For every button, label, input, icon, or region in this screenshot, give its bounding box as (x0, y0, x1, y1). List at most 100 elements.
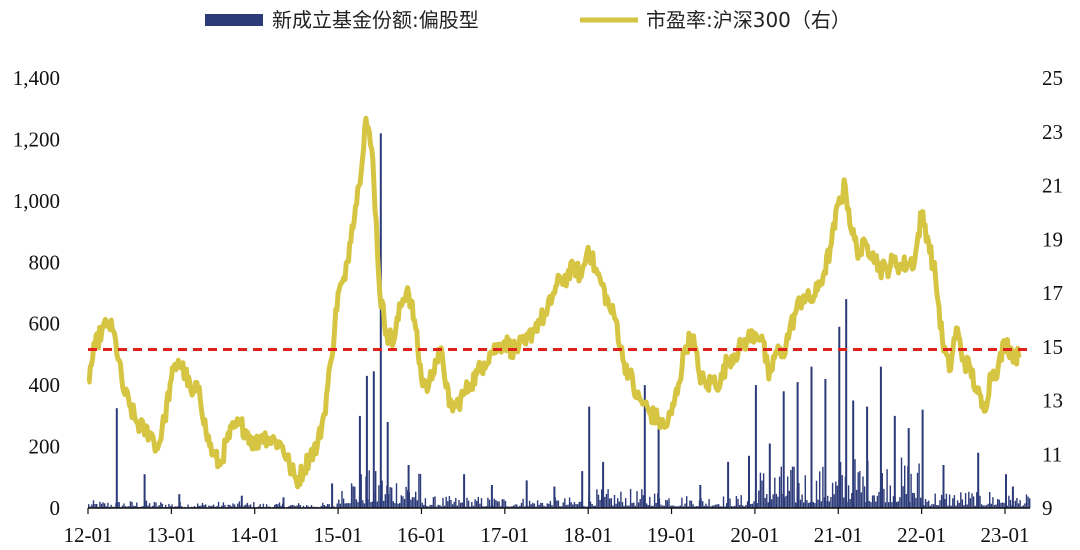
fund-bar-spike (372, 371, 375, 508)
fund-bar (896, 501, 898, 508)
fund-bar (482, 506, 484, 508)
fund-bar (506, 506, 508, 508)
fund-bar (363, 503, 366, 508)
fund-bar (788, 490, 790, 508)
fund-bar (296, 505, 298, 508)
fund-bar (92, 500, 95, 508)
fund-bar (1025, 494, 1028, 508)
fund-bar (577, 504, 579, 508)
fund-bar (140, 506, 143, 508)
fund-bar (397, 503, 399, 508)
fund-bar (855, 489, 858, 508)
fund-bar (434, 496, 436, 508)
fund-bar (176, 506, 178, 508)
fund-bar (1019, 500, 1021, 508)
fund-bar (383, 500, 385, 508)
fund-bar (424, 498, 427, 508)
fund-bar (948, 494, 951, 508)
fund-bar (625, 498, 627, 508)
fund-bar (920, 497, 922, 508)
x-tick-label: 17-01 (480, 523, 529, 547)
y-axis-right: 9 11 13 15 17 19 21 23 25 (1042, 66, 1063, 520)
fund-bar (105, 506, 107, 508)
fund-bar (376, 501, 378, 508)
fund-bar (198, 505, 200, 508)
fund-bar (904, 465, 906, 508)
fund-bar (511, 506, 513, 508)
fund-bar (652, 505, 654, 508)
fund-bar (187, 504, 189, 508)
fund-bar (915, 497, 917, 508)
fund-bar (306, 505, 308, 508)
fund-bar (912, 492, 914, 508)
fund-bar (161, 503, 164, 508)
fund-bar (868, 501, 871, 508)
fund-bar (344, 503, 346, 508)
fund-bar (958, 502, 960, 508)
fund-bar (360, 474, 362, 508)
fund-bar (136, 502, 138, 508)
fund-bar (197, 503, 199, 508)
fund-bar (668, 498, 670, 508)
fund-bar (767, 502, 770, 508)
fund-bar-spike (796, 382, 799, 508)
fund-bar (290, 505, 292, 508)
fund-bar (609, 498, 611, 508)
fund-bar (131, 501, 133, 508)
fund-bar (599, 499, 601, 508)
fund-bar (237, 503, 239, 508)
fund-bar (980, 504, 983, 508)
fund-bar (891, 502, 893, 508)
fund-bar (751, 503, 754, 508)
fund-bar (512, 505, 515, 508)
fund-bar (722, 496, 725, 508)
fund-bar (323, 505, 326, 508)
fund-bar (307, 506, 309, 508)
fund-bar (551, 505, 553, 508)
fund-bar (440, 506, 443, 508)
fund-bar (248, 505, 250, 508)
fund-bar (947, 505, 949, 508)
fund-bar (110, 504, 112, 508)
fund-bar (974, 505, 976, 508)
fund-bar (568, 497, 571, 508)
fund-bar-spike (782, 391, 785, 508)
fund-bar (339, 503, 342, 508)
fund-bar (415, 491, 417, 508)
y-right-tick-label: 9 (1042, 496, 1053, 520)
fund-bar (516, 504, 518, 508)
fund-bar (594, 505, 596, 508)
fund-bar (354, 486, 356, 508)
fund-bar (721, 506, 723, 508)
fund-bar (104, 503, 106, 508)
fund-bar (613, 495, 616, 508)
fund-bar (501, 499, 503, 508)
fund-bar-spike (942, 465, 945, 508)
fund-bar (934, 493, 936, 508)
x-axis: 12-01 13-01 14-01 15-01 16-01 17-01 18-01 19-01… (64, 507, 1030, 547)
fund-bar (642, 495, 645, 508)
fund-bar (474, 499, 476, 508)
fund-bar (249, 504, 252, 508)
x-tick-label: 22-01 (897, 523, 946, 547)
legend-swatch-bars (205, 14, 263, 26)
fund-bar (562, 502, 564, 508)
fund-bar-spike (379, 133, 382, 509)
fund-bar (766, 494, 768, 508)
fund-bar (777, 496, 779, 508)
fund-bar (91, 504, 93, 508)
fund-bar (229, 504, 231, 508)
fund-bar (341, 491, 343, 508)
fund-bar (134, 505, 136, 508)
fund-bar (674, 506, 677, 508)
fund-bar (222, 502, 225, 508)
fund-bar-spike (178, 494, 181, 508)
fund-bar-spike (866, 406, 869, 508)
fund-bar (1024, 503, 1026, 508)
fund-bar (88, 504, 90, 508)
fund-bar (543, 505, 545, 508)
fund-bar (615, 503, 617, 508)
fund-bar (753, 501, 755, 508)
fund-bar (976, 492, 978, 508)
fund-bar (402, 496, 404, 508)
